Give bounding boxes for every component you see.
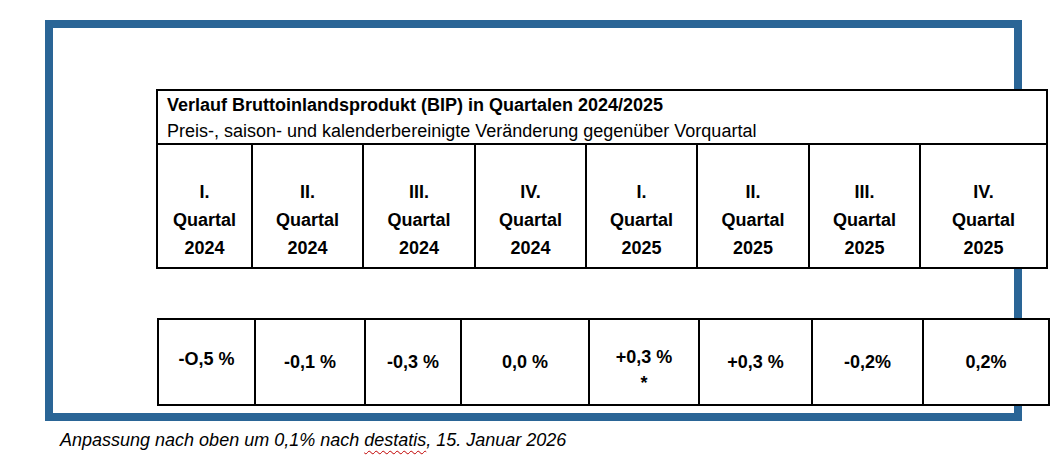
quarter-year: 2024 — [253, 234, 362, 262]
quarter-numeral: I. — [587, 178, 696, 206]
slide-blue-frame: Verlauf Bruttoinlandsprodukt (BIP) in Qu… — [45, 20, 1022, 421]
quarter-header-cell-q3-2024: III. Quartal 2024 — [364, 145, 476, 267]
quarter-label: Quartal — [364, 206, 474, 234]
value-cell-q2-2025: +0,3 % — [700, 320, 813, 404]
value-cell-q3-2025: -0,2% — [813, 320, 924, 404]
quarter-numeral: III. — [810, 178, 919, 206]
value-text: -0,3 % — [387, 349, 439, 375]
quarter-year: 2024 — [158, 234, 251, 262]
footnote-marker: * — [640, 370, 647, 396]
value-cell-q3-2024: -0,3 % — [366, 320, 462, 404]
quarter-label: Quartal — [476, 206, 585, 234]
bip-header-table: Verlauf Bruttoinlandsprodukt (BIP) in Qu… — [156, 89, 1048, 269]
value-text: 0,2% — [965, 349, 1006, 375]
quarter-header-cell-q4-2025: IV. Quartal 2025 — [921, 145, 1046, 267]
quarter-header-cell-q3-2025: III. Quartal 2025 — [810, 145, 921, 267]
value-cell-q4-2025: 0,2% — [924, 320, 1048, 404]
value-text: +0,3 % — [727, 349, 784, 375]
quarter-label: Quartal — [921, 206, 1046, 234]
value-text: +0,3 % — [616, 344, 673, 370]
quarter-year: 2024 — [364, 234, 474, 262]
quarter-year: 2025 — [698, 234, 808, 262]
quarter-numeral: IV. — [921, 178, 1046, 206]
quarter-year: 2025 — [587, 234, 696, 262]
quarter-label: Quartal — [158, 206, 251, 234]
quarter-label: Quartal — [587, 206, 696, 234]
quarter-numeral: IV. — [476, 178, 585, 206]
quarter-year: 2024 — [476, 234, 585, 262]
quarter-numeral: II. — [698, 178, 808, 206]
table-title: Verlauf Bruttoinlandsprodukt (BIP) in Qu… — [167, 92, 1037, 118]
value-cell-q2-2024: -0,1 % — [256, 320, 366, 404]
value-cell-q1-2024: -O,5 % — [159, 320, 256, 404]
quarter-header-cell-q2-2025: II. Quartal 2025 — [698, 145, 810, 267]
bip-values-row: -O,5 % -0,1 % -0,3 % 0,0 % +0,3 % * +0,3… — [157, 318, 1050, 406]
table-title-block: Verlauf Bruttoinlandsprodukt (BIP) in Qu… — [158, 91, 1046, 145]
quarter-header-row: I. Quartal 2024 II. Quartal 2024 III. Qu… — [158, 145, 1046, 267]
footnote: Anpassung nach oben um 0,1% nach destati… — [60, 430, 566, 451]
quarter-header-cell-q2-2024: II. Quartal 2024 — [253, 145, 364, 267]
quarter-label: Quartal — [698, 206, 808, 234]
slide-page: Verlauf Bruttoinlandsprodukt (BIP) in Qu… — [0, 0, 1059, 469]
quarter-label: Quartal — [810, 206, 919, 234]
quarter-year: 2025 — [921, 234, 1046, 262]
quarter-label: Quartal — [253, 206, 362, 234]
quarter-numeral: I. — [158, 178, 251, 206]
footnote-misspelled-word: destatis — [364, 430, 426, 450]
footnote-text-before: Anpassung nach oben um 0,1% nach — [60, 430, 364, 450]
table-subtitle: Preis-, saison- und kalenderbereinigte V… — [167, 118, 1037, 145]
footnote-text-after: , 15. Januar 2026 — [426, 430, 566, 450]
value-text: -O,5 % — [178, 346, 234, 372]
quarter-numeral: II. — [253, 178, 362, 206]
quarter-header-cell-q1-2025: I. Quartal 2025 — [587, 145, 698, 267]
value-text: 0,0 % — [502, 349, 548, 375]
value-text: -0,2% — [844, 349, 891, 375]
value-text: -0,1 % — [284, 349, 336, 375]
value-cell-q4-2024: 0,0 % — [462, 320, 590, 404]
quarter-year: 2025 — [810, 234, 919, 262]
quarter-header-cell-q1-2024: I. Quartal 2024 — [158, 145, 253, 267]
quarter-header-cell-q4-2024: IV. Quartal 2024 — [476, 145, 587, 267]
value-cell-q1-2025: +0,3 % * — [590, 320, 700, 404]
quarter-numeral: III. — [364, 178, 474, 206]
